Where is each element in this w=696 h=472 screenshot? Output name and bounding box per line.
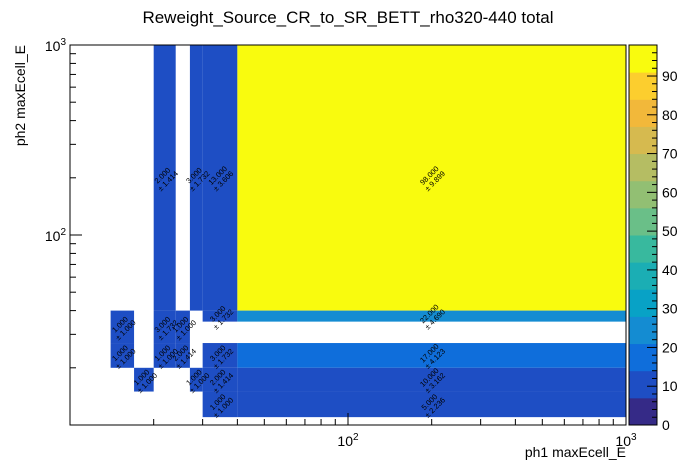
color-scale-tick-label: 10 xyxy=(662,378,678,394)
y-axis-ticks: 102 103 xyxy=(45,37,82,426)
heatmap-cell xyxy=(202,45,238,311)
color-scale-step xyxy=(629,72,657,100)
color-scale-tick-label: 70 xyxy=(662,146,678,162)
heatmap-cell xyxy=(153,343,176,368)
color-scale-step xyxy=(629,289,657,317)
x-tick-label: 103 xyxy=(615,432,637,449)
color-scale-step xyxy=(629,343,657,372)
color-scale xyxy=(628,44,658,426)
color-scale-step xyxy=(629,126,657,155)
color-scale-tick-label: 20 xyxy=(662,339,678,355)
heatmap-cell xyxy=(202,310,238,322)
heatmap-cell xyxy=(237,45,626,311)
y-tick-label: 102 xyxy=(45,227,67,244)
heatmap-cell xyxy=(189,367,203,392)
x-tick-label: 102 xyxy=(337,432,359,449)
heatmap-cell xyxy=(175,343,190,368)
heatmap-cell xyxy=(237,391,626,418)
y-axis-label: ph2 maxEcell_E xyxy=(12,45,28,146)
heatmap-cell xyxy=(110,343,135,368)
heatmap-cell xyxy=(153,45,176,311)
heatmap-cell xyxy=(110,310,135,344)
x-axis-ticks: 102 103 xyxy=(69,413,637,449)
heatmap-cell xyxy=(202,343,238,368)
heatmap-cell xyxy=(134,367,154,392)
chart-title: Reweight_Source_CR_to_SR_BETT_rho320-440… xyxy=(142,8,553,27)
color-scale-tick-label: 80 xyxy=(662,107,678,123)
heatmap-cell xyxy=(189,45,203,311)
heatmap-cell xyxy=(175,310,190,344)
color-scale-step xyxy=(629,397,657,426)
heatmap-cell xyxy=(153,310,176,344)
color-scale-step xyxy=(629,180,657,209)
color-scale-tick-label: 40 xyxy=(662,262,678,278)
heatmap-cell xyxy=(202,391,238,418)
heatmap-cell xyxy=(237,310,626,322)
color-scale-tick-label: 50 xyxy=(662,223,678,239)
color-scale-step xyxy=(629,235,657,263)
heatmap-cell xyxy=(237,343,626,368)
heatmap-cells xyxy=(110,45,626,418)
color-scale-tick-label: 30 xyxy=(662,301,678,317)
heatmap-cell xyxy=(202,367,238,392)
color-scale-tick-label: 60 xyxy=(662,184,678,200)
y-tick-label: 103 xyxy=(45,37,67,54)
heatmap-cell xyxy=(237,367,626,392)
color-scale-ticks: 0 10 20 30 40 50 60 70 80 90 xyxy=(647,44,678,433)
x-axis-label: ph1 maxEcell_E xyxy=(525,444,626,460)
color-scale-tick-label: 90 xyxy=(662,68,678,84)
color-scale-frame xyxy=(628,44,658,426)
color-scale-tick-label: 0 xyxy=(662,417,670,433)
